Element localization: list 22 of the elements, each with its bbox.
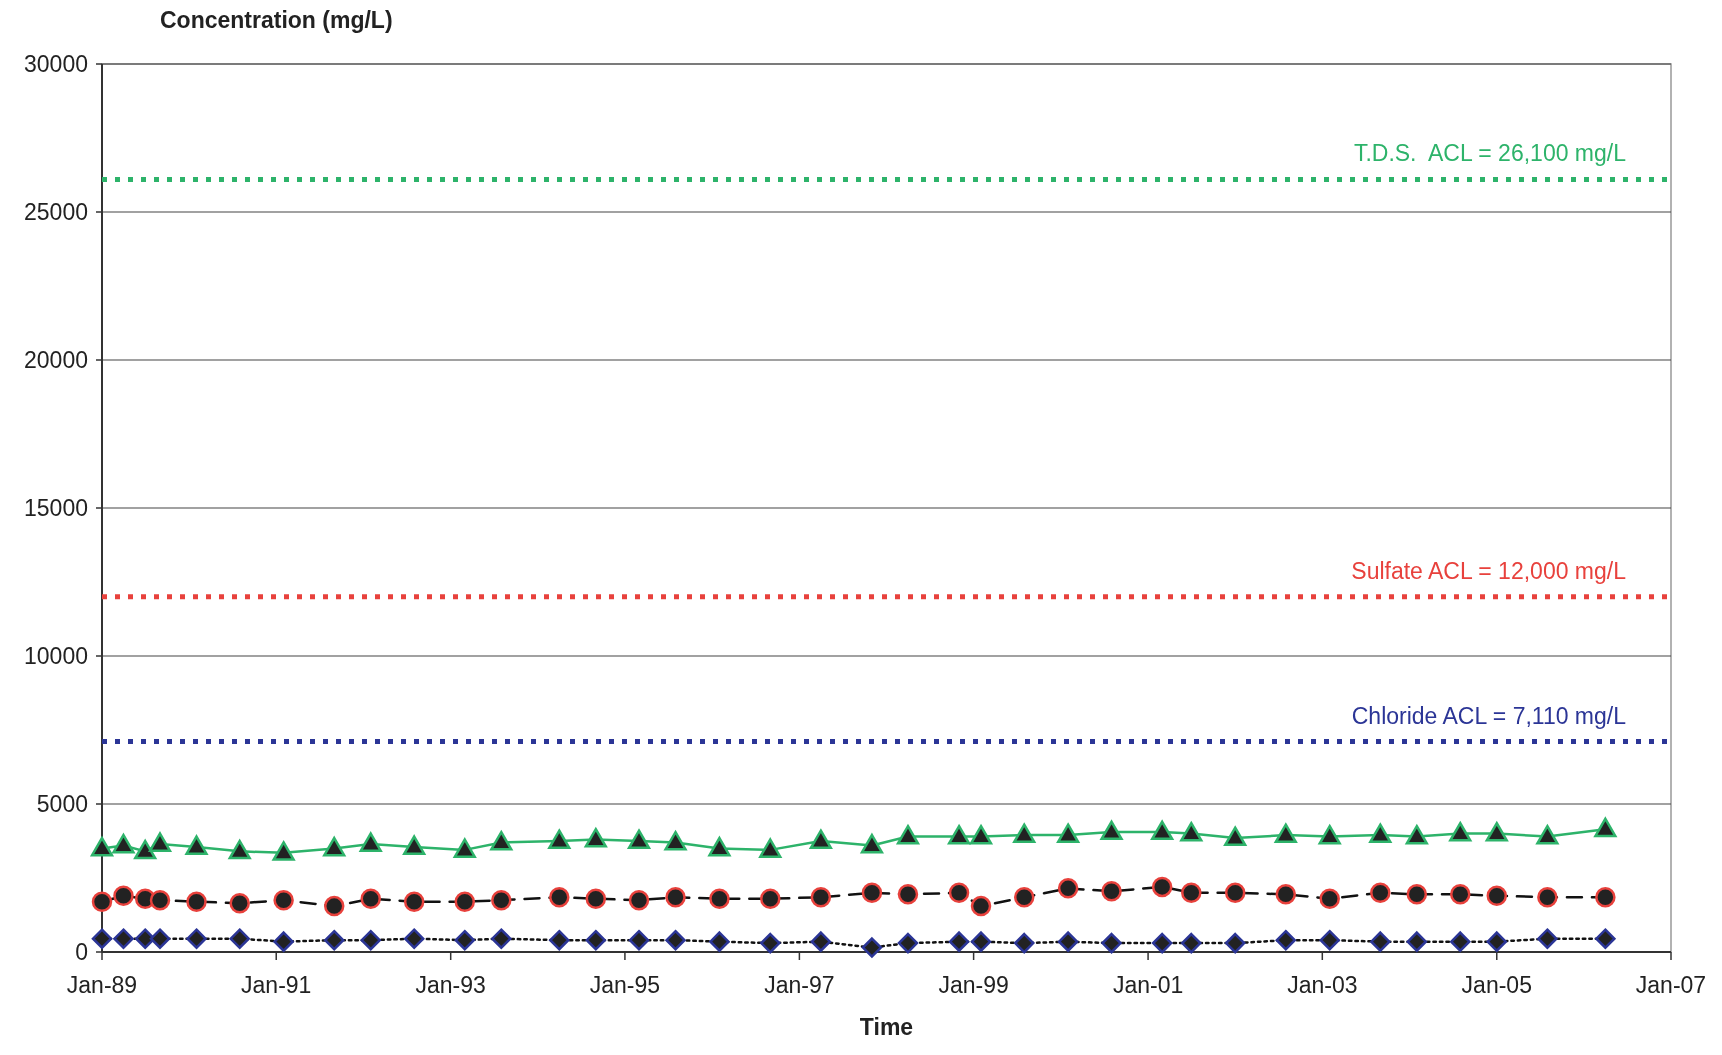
y-tick-label: 5000 bbox=[36, 791, 88, 818]
x-tick-label: Jan-07 bbox=[1635, 972, 1707, 998]
x-tick-label: Jan-93 bbox=[415, 972, 486, 998]
x-tick-label: Jan-05 bbox=[1461, 972, 1532, 998]
y-tick-label: 0 bbox=[75, 939, 88, 966]
ref-line-label: Chloride ACL = 7,110 mg/L bbox=[1351, 702, 1627, 729]
ref-line-label: Sulfate ACL = 12,000 mg/L bbox=[1351, 557, 1627, 584]
x-axis-title: Time bbox=[859, 1014, 914, 1040]
y-tick-label: 25000 bbox=[24, 199, 88, 226]
y-tick-label: 15000 bbox=[24, 495, 88, 522]
y-tick-label: 10000 bbox=[24, 643, 88, 670]
x-tick-label: Jan-01 bbox=[1112, 972, 1184, 998]
x-tick-label: Jan-91 bbox=[241, 972, 312, 998]
y-tick-label: 30000 bbox=[24, 51, 88, 78]
y-tick-label: 20000 bbox=[24, 347, 88, 374]
y-axis-title: Concentration (mg/L) bbox=[160, 7, 393, 33]
x-tick-label: Jan-97 bbox=[764, 972, 835, 998]
x-tick-label: Jan-89 bbox=[66, 972, 138, 998]
x-tick-label: Jan-95 bbox=[589, 972, 661, 998]
x-tick-label: Jan-99 bbox=[938, 972, 1009, 998]
ref-line-label: T.D.S. ACL = 26,100 mg/L bbox=[1353, 140, 1627, 167]
x-tick-label: Jan-03 bbox=[1287, 972, 1358, 998]
